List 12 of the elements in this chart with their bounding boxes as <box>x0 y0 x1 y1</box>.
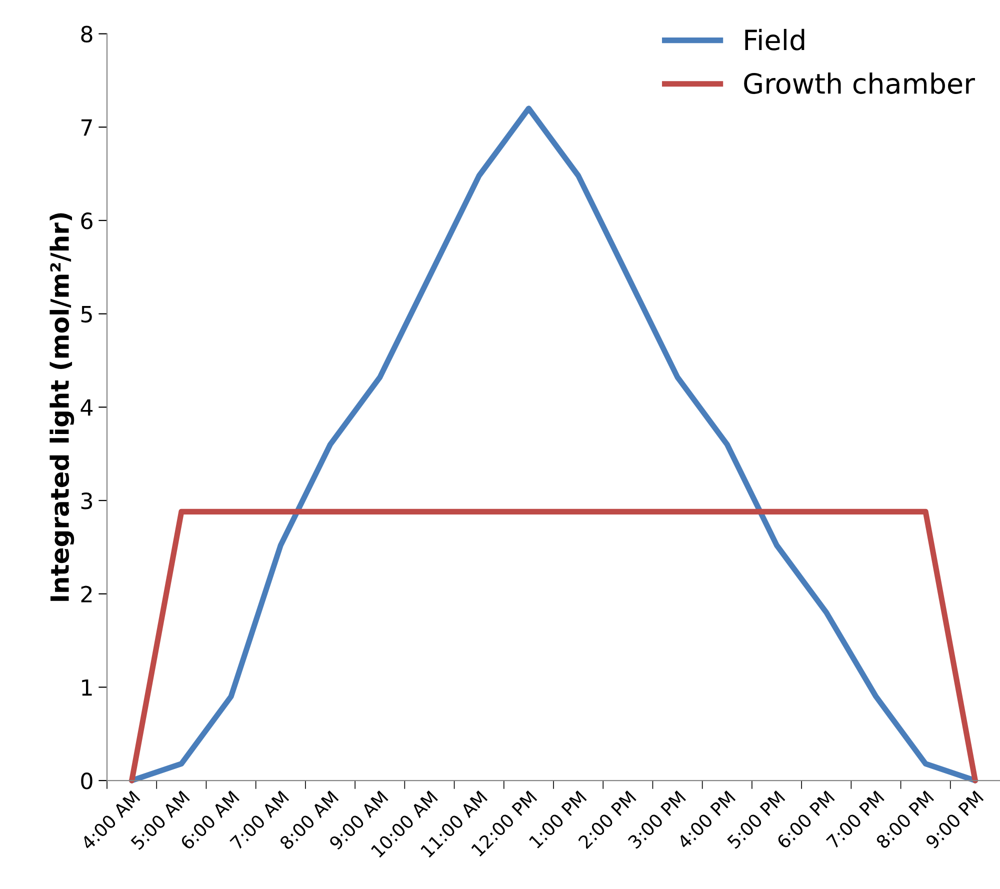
y-tick-label: 7 <box>81 119 92 136</box>
y-tick-label: 6 <box>81 212 92 230</box>
y-tick-label: 1 <box>82 679 92 696</box>
y-axis-title: Integrated light (mol/m²/hr) <box>50 213 74 601</box>
legend-label: Field <box>745 28 804 50</box>
y-tick-label: 0 <box>81 772 92 790</box>
legend-label: Growth chamber <box>744 72 976 94</box>
y-tick-label: 2 <box>81 586 92 602</box>
y-tick-label: 8 <box>81 26 92 43</box>
y-tick-label: 4 <box>80 399 93 416</box>
y-tick-label: 5 <box>81 306 92 323</box>
y-tick-label: 3 <box>81 492 92 510</box>
